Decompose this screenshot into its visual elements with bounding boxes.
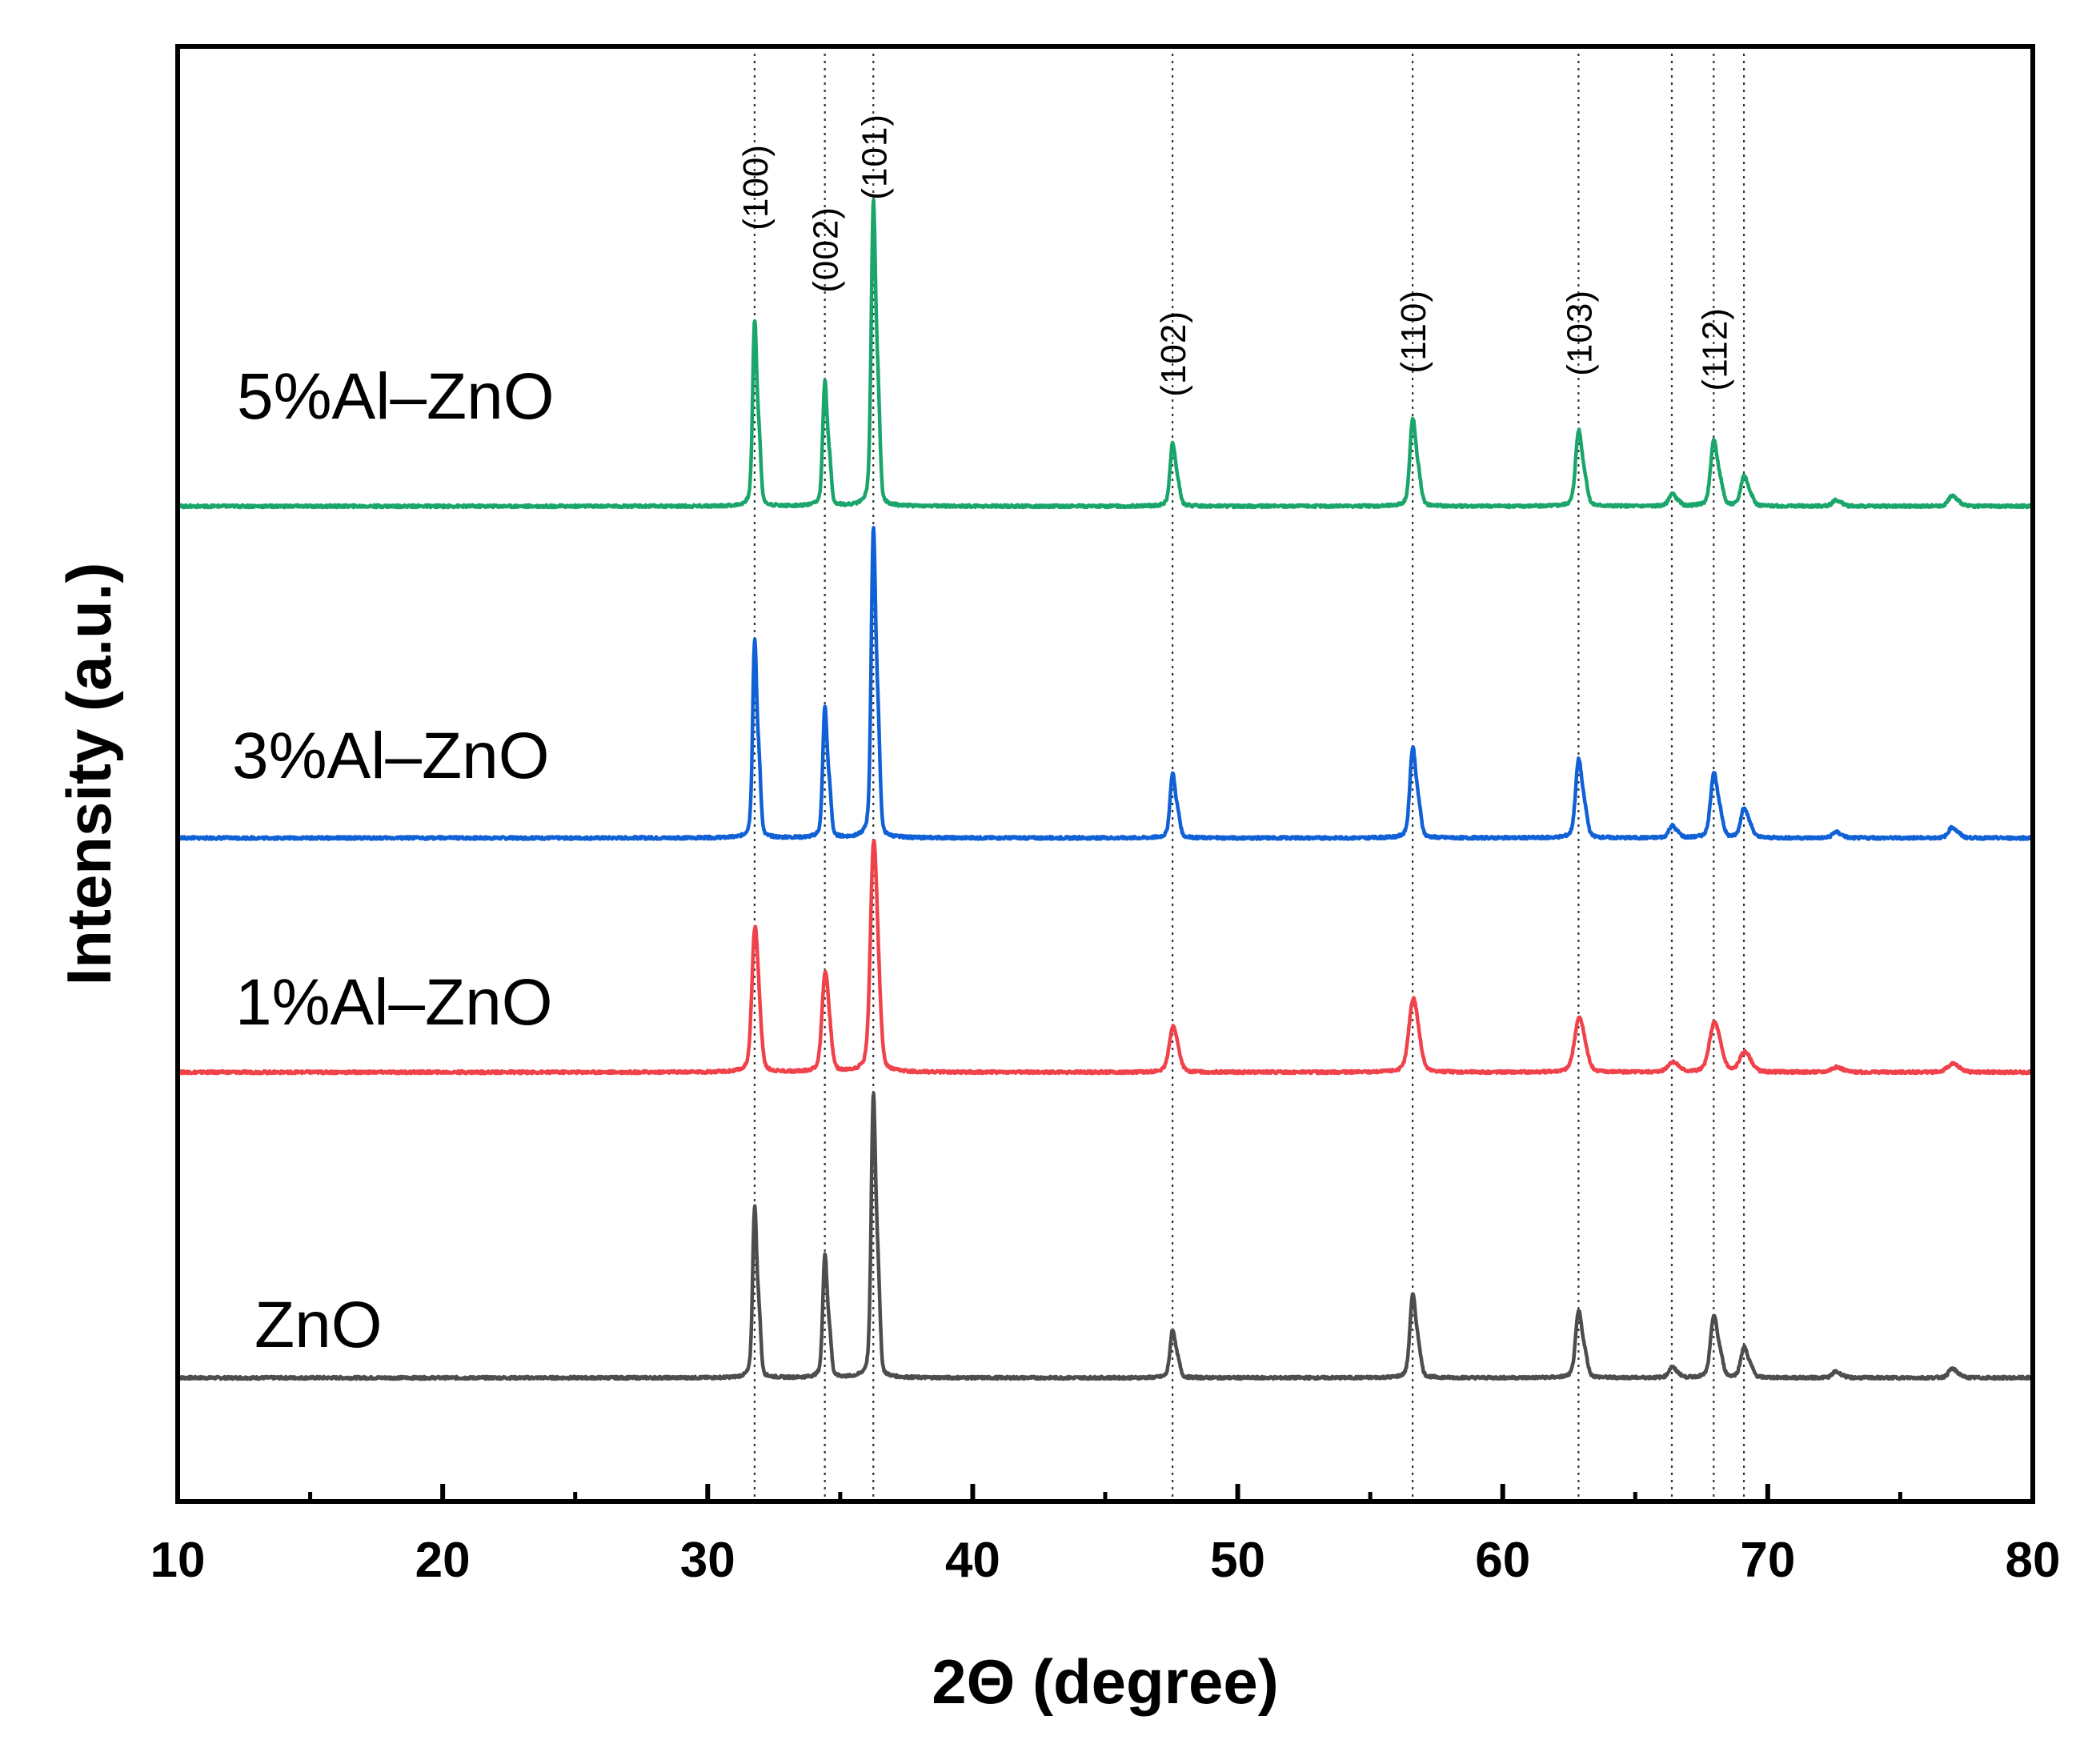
- series-line: [176, 1091, 2034, 1381]
- peak-hkl-label: (002): [807, 206, 846, 293]
- x-tick-label: 40: [945, 1533, 1000, 1588]
- series-line: [175, 839, 2035, 1076]
- x-tick-label: 60: [1475, 1533, 1530, 1588]
- series-label: 3%Al–ZnO: [232, 720, 550, 792]
- peak-hkl-label: (103): [1560, 290, 1599, 376]
- x-tick-label: 20: [415, 1533, 471, 1588]
- y-axis-title: Intensity (a.u.): [54, 563, 124, 986]
- series-label: ZnO: [254, 1289, 382, 1361]
- x-tick-label: 10: [150, 1533, 206, 1588]
- series-lines: [175, 198, 2035, 1381]
- peak-hkl-label: (102): [1154, 311, 1193, 397]
- series-label: 1%Al–ZnO: [235, 966, 553, 1039]
- series-line: [176, 526, 2034, 841]
- peak-hkl-label: (110): [1394, 290, 1433, 373]
- x-tick-label: 70: [1740, 1533, 1795, 1588]
- peak-hkl-label: (101): [855, 114, 894, 200]
- x-axis-title: 2Θ (degree): [932, 1646, 1278, 1717]
- chart-labels: 10 20 30 40 50 60 70 80 ZnO 1%Al–ZnO 3%Al–ZnO 5%Al–…: [150, 114, 2061, 1588]
- x-tick-label: 50: [1210, 1533, 1265, 1588]
- peak-marker-lines: [753, 46, 1745, 1501]
- series-label: 5%Al–ZnO: [237, 360, 555, 433]
- x-tick-label: 30: [680, 1533, 735, 1588]
- peak-hkl-label: (112): [1695, 307, 1734, 391]
- x-axis-ticks: [175, 1484, 2035, 1501]
- peak-hkl-label: (100): [736, 144, 775, 231]
- x-tick-label: 80: [2006, 1533, 2061, 1588]
- series-line: [176, 198, 2035, 510]
